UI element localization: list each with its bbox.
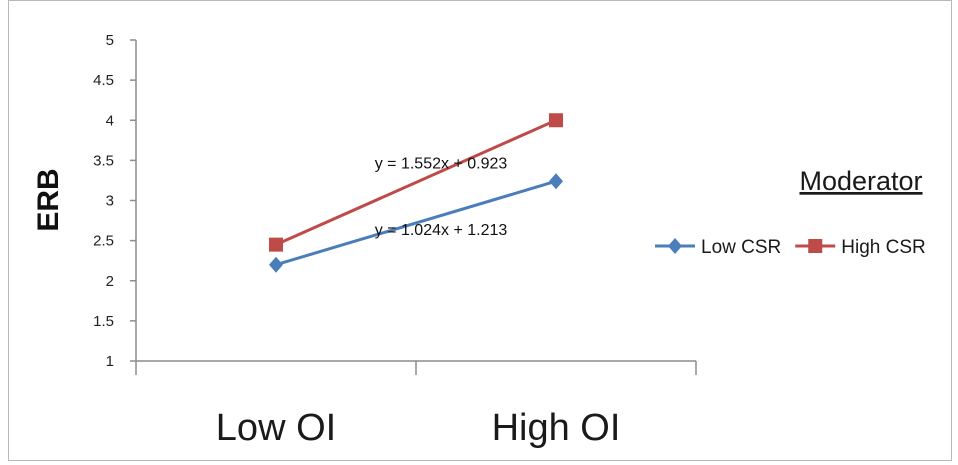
y-tick-label: 3.5 — [93, 152, 114, 169]
y-tick-label: 4 — [106, 112, 114, 129]
axes — [135, 40, 696, 362]
y-tick-label: 1.5 — [93, 313, 114, 330]
y-ticks: 1 1.5 2 2.5 3 3.5 4 4.5 5 — [93, 32, 136, 370]
data-point — [549, 113, 563, 128]
legend-entry: High CSR — [795, 237, 926, 258]
legend-title: Moderator — [799, 166, 922, 196]
y-tick-label: 1 — [106, 353, 114, 370]
series-line — [275, 179, 557, 267]
legend-label: High CSR — [841, 237, 925, 258]
legend-label: Low CSR — [701, 237, 781, 258]
series-low-csr: y = 1.024x + 1.213 — [269, 173, 563, 273]
trendline-equation: y = 1.552x + 0.923 — [375, 155, 508, 172]
legend: Moderator Low CSR High CSR — [655, 166, 926, 258]
y-tick-label: 4.5 — [93, 72, 114, 89]
y-tick-label: 5 — [106, 32, 114, 49]
x-category-label: Low OI — [216, 407, 336, 449]
legend-marker — [668, 238, 682, 254]
legend-marker — [808, 239, 823, 253]
series-line — [275, 118, 557, 247]
chart-frame — [8, 0, 952, 461]
trendline-equation: y = 1.024x + 1.213 — [375, 222, 508, 239]
data-point — [269, 256, 283, 273]
y-axis-label: ERB — [32, 168, 65, 231]
legend-entry: Low CSR — [655, 237, 781, 258]
series-layer: y = 1.024x + 1.213 y = 1.552x + 0.923 — [269, 113, 563, 273]
data-point — [269, 237, 283, 252]
data-point — [549, 173, 563, 190]
y-tick-label: 2.5 — [93, 233, 114, 250]
x-category-label: High OI — [492, 407, 621, 449]
y-tick-label: 3 — [106, 193, 114, 210]
y-tick-label: 2 — [106, 273, 114, 290]
x-ticks: Low OI High OI — [135, 361, 697, 449]
series-high-csr: y = 1.552x + 0.923 — [269, 113, 563, 252]
